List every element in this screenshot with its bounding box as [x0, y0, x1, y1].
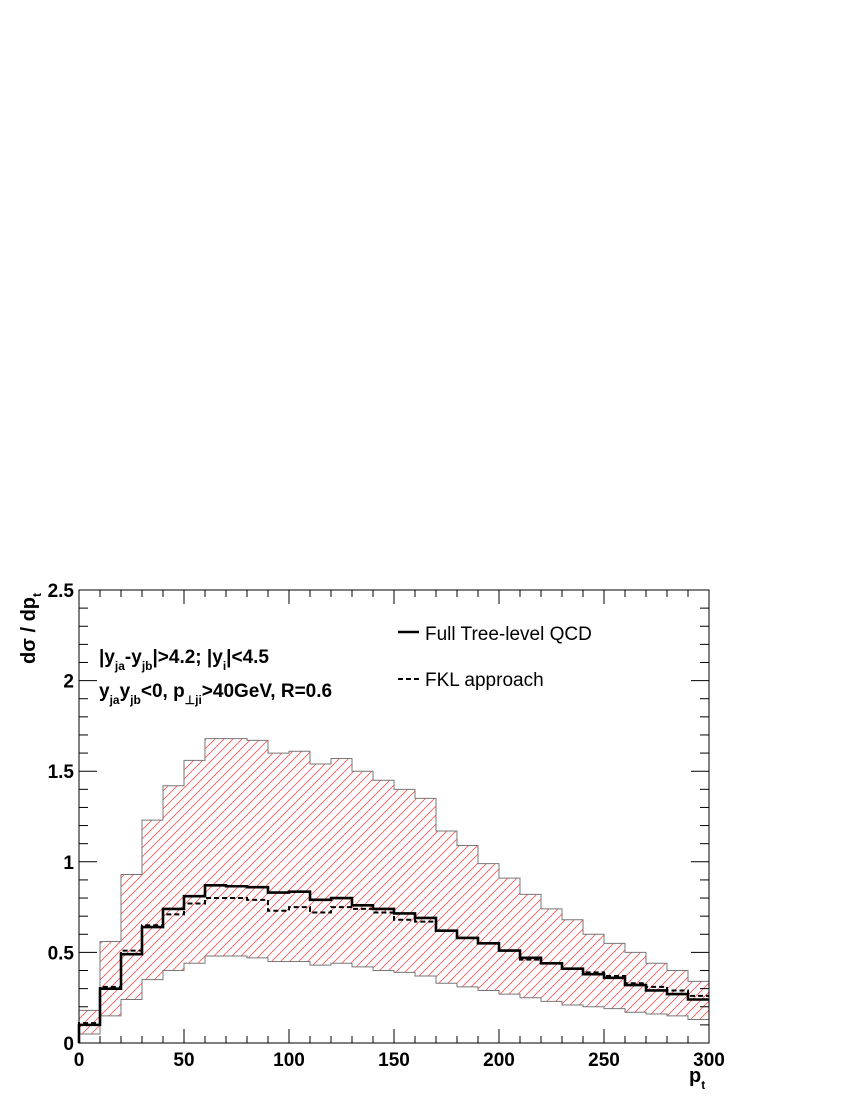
- x-tick-label: 0: [74, 1050, 85, 1071]
- y-tick-label: 0: [63, 1034, 74, 1055]
- y-tick-label: 1: [63, 853, 74, 874]
- legend-label-fkl: FKL approach: [425, 670, 544, 691]
- x-tick-label: 50: [173, 1050, 194, 1071]
- cut-annotation-line-2: yjayjb<0, p⊥ji>40GeV, R=0.6: [99, 681, 332, 707]
- y-tick-label: 1.5: [48, 762, 75, 783]
- y-axis-title: dσ / dpt: [18, 593, 44, 664]
- legend: Full Tree-level QCD FKL approach: [398, 624, 592, 691]
- uncertainty-band: [78, 738, 710, 1035]
- series-layer: [77, 884, 709, 1043]
- x-axis-title: pt: [689, 1065, 705, 1092]
- cut-annotation-line-1: |yja-yjb|>4.2; |yi|<4.5: [99, 647, 269, 673]
- band-fill: [79, 738, 709, 1034]
- x-tick-label: 300: [693, 1050, 725, 1071]
- y-tick-label: 0.5: [48, 943, 75, 964]
- band-lower-edge: [79, 955, 709, 1035]
- y-tick-label: 2: [63, 672, 74, 693]
- y-tick-label: 2.5: [48, 581, 75, 602]
- axis-ticks: 0 50 100 150 200 250 300 0 0.5 1 1.5 2 2.5: [48, 581, 725, 1071]
- x-tick-label: 150: [378, 1050, 410, 1071]
- x-tick-label: 250: [588, 1050, 620, 1071]
- x-tick-label: 100: [273, 1050, 305, 1071]
- band-upper-edge: [78, 738, 710, 1034]
- legend-label-full-tree: Full Tree-level QCD: [425, 624, 592, 645]
- x-tick-label: 200: [483, 1050, 515, 1071]
- series-fkl-approach: [78, 897, 709, 1043]
